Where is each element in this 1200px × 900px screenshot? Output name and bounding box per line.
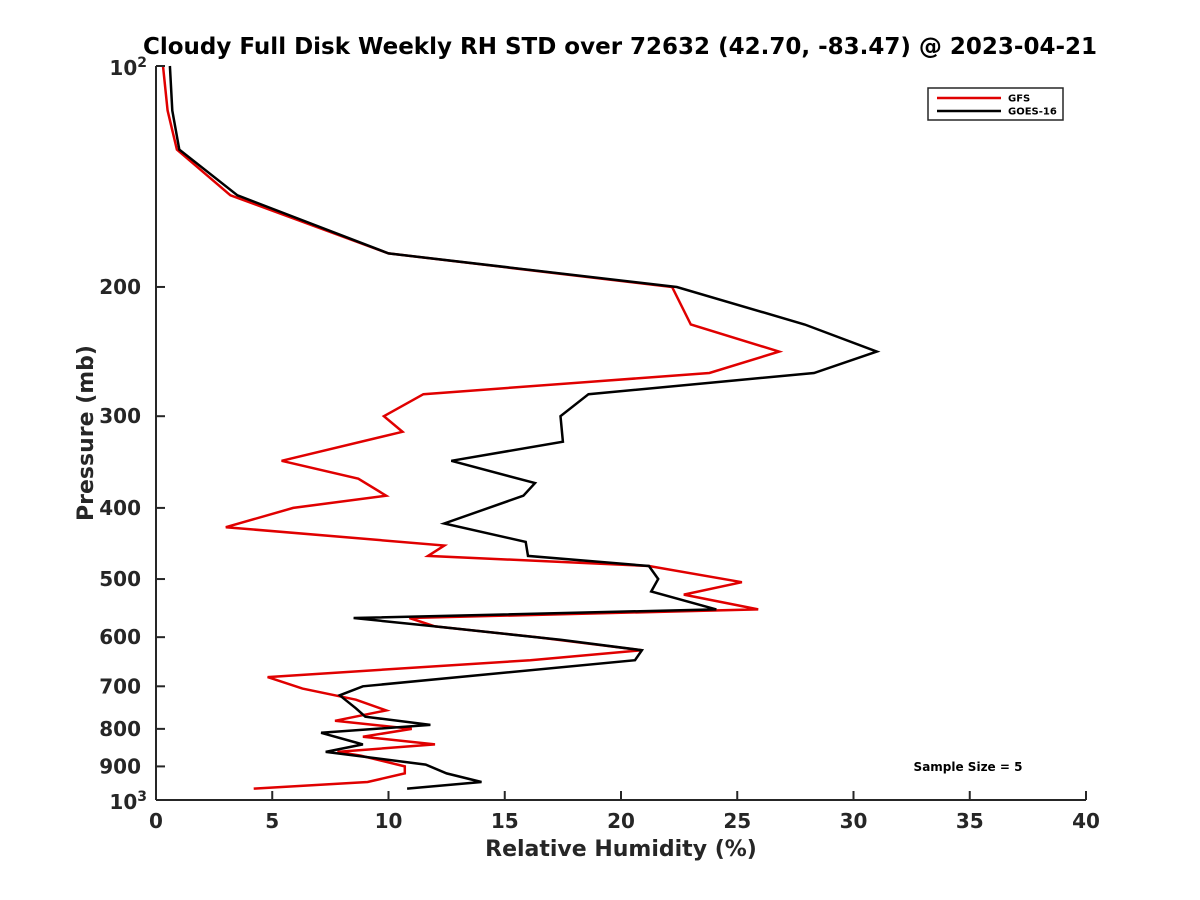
x-ticks: 0 5 10 15 20 25 30 35 40 [149,791,1100,833]
x-axis-label: Relative Humidity (%) [485,837,757,862]
y-tick-label: 900 [99,754,141,778]
x-tick-label: 0 [149,809,163,833]
x-tick-label: 5 [265,809,279,833]
y-tick-label: 400 [99,496,141,520]
x-tick-label: 40 [1072,809,1100,833]
x-tick-label: 35 [956,809,984,833]
y-tick-label: 500 [99,567,141,591]
series-group [161,65,881,790]
legend-label: GOES-16 [1008,107,1057,118]
x-tick-label: 10 [375,809,403,833]
x-tick-label: 30 [840,809,868,833]
y-tick-label: 102 [109,55,147,80]
y-axis-label: Pressure (mb) [74,345,99,521]
x-tick-label: 25 [723,809,751,833]
x-tick-label: 15 [491,809,519,833]
y-tick-label: 700 [99,674,141,698]
y-tick-label: 300 [99,404,141,428]
legend: GFS GOES-16 [927,87,1064,121]
y-tick-label: 800 [99,717,141,741]
y-tick-label: 600 [99,625,141,649]
x-tick-label: 20 [607,809,635,833]
sample-size-annotation: Sample Size = 5 [914,760,1023,774]
legend-label: GFS [1008,94,1030,105]
legend-box [927,87,1064,121]
y-tick-label: 200 [99,275,141,299]
series-line-goes-16 [168,65,881,790]
y-tick-label: 103 [109,789,147,814]
series-line-gfs [161,65,784,790]
chart-title: Cloudy Full Disk Weekly RH STD over 7263… [143,34,1097,60]
y-ticks: 102 200 300 400 500 600 700 800 900 103 [99,55,165,814]
